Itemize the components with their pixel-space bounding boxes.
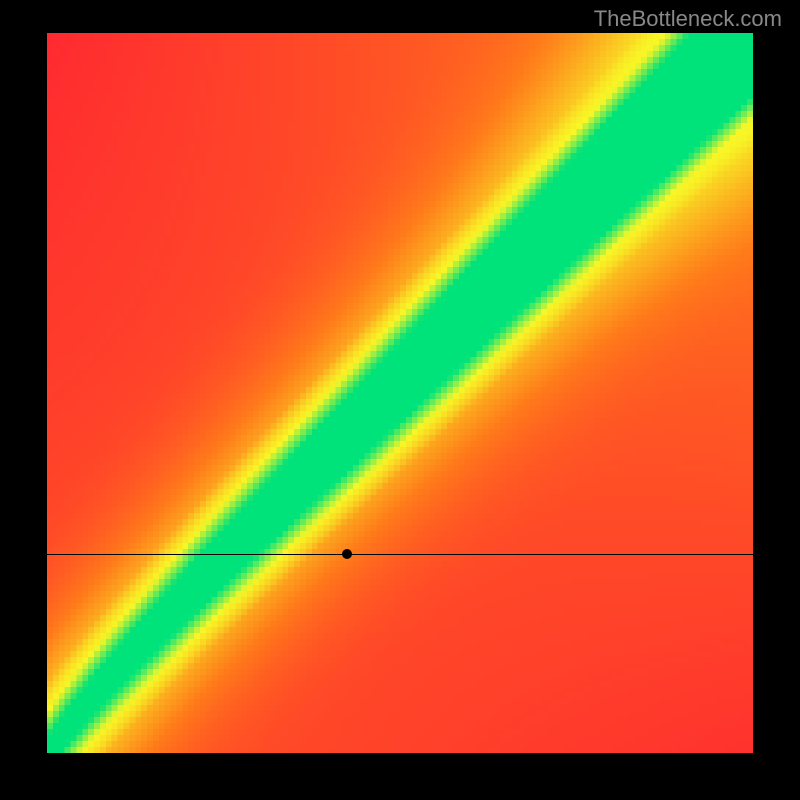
heatmap-canvas bbox=[47, 33, 753, 753]
heatmap-plot-area bbox=[47, 33, 753, 753]
crosshair-horizontal bbox=[47, 554, 753, 555]
crosshair-marker bbox=[342, 549, 352, 559]
watermark-text: TheBottleneck.com bbox=[594, 6, 782, 32]
